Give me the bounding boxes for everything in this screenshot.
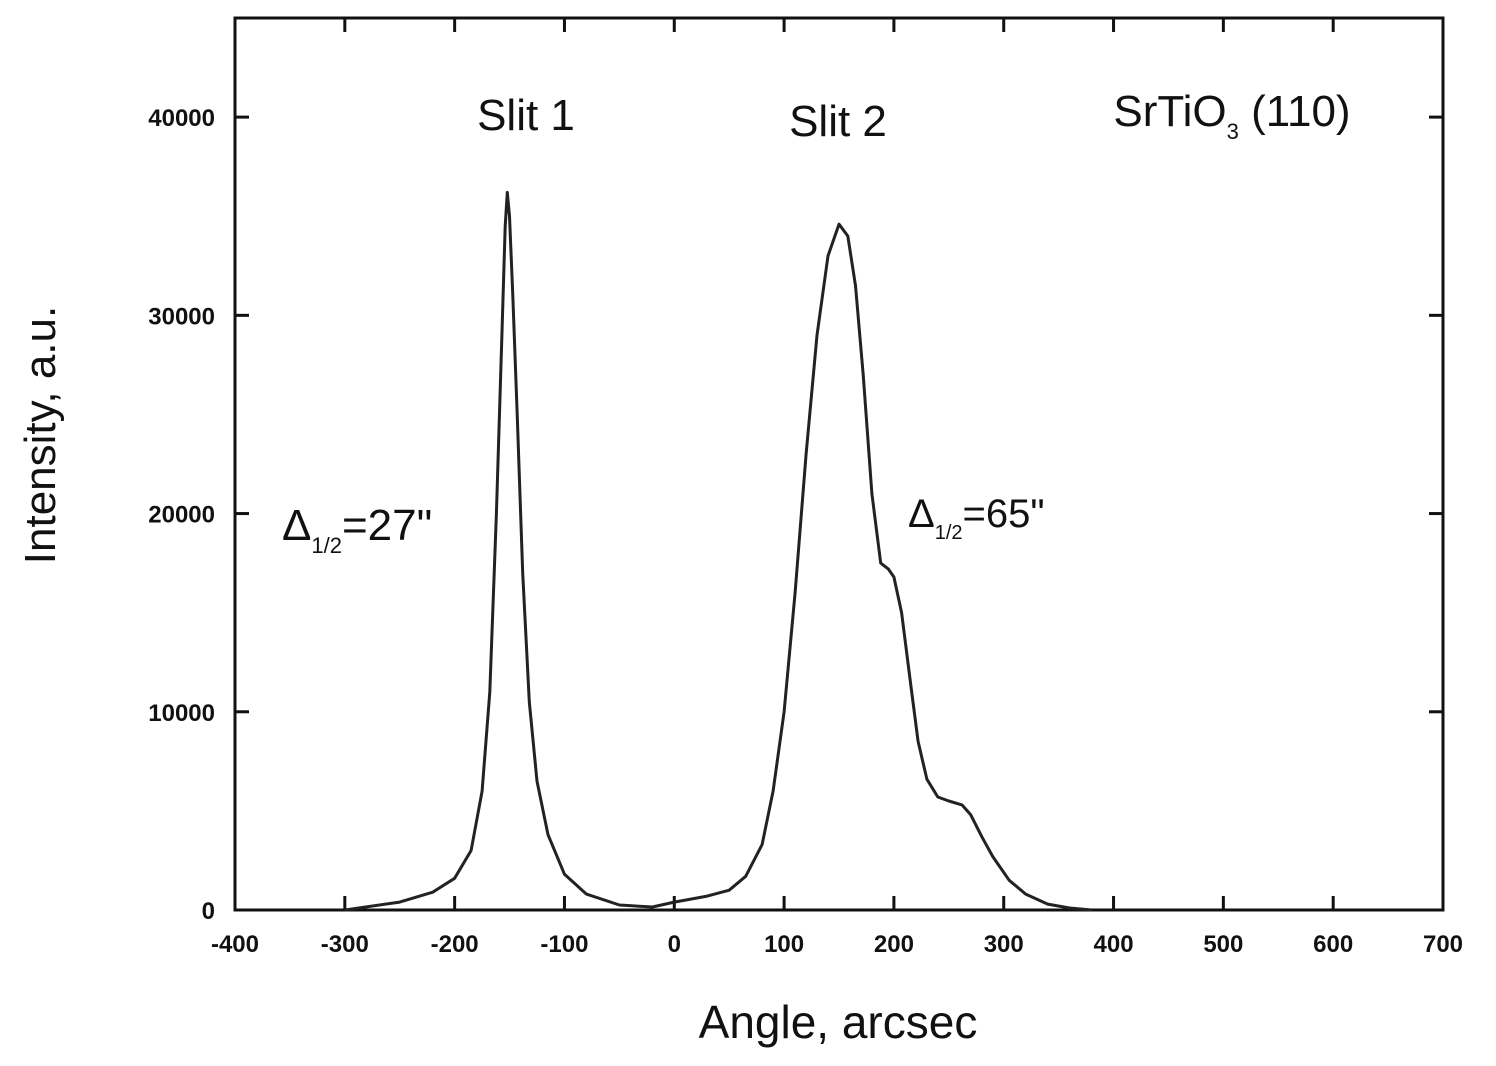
y-tick-label: 0 xyxy=(202,898,215,925)
annotation: Slit 2 xyxy=(789,97,887,146)
x-axis-label: Angle, arcsec xyxy=(699,996,978,1048)
annotation-text: Slit 1 xyxy=(477,91,575,140)
annotation: Δ1/2=27" xyxy=(282,501,432,558)
annotation: SrTiO3 (110) xyxy=(1113,87,1350,144)
annotation-subscript: 3 xyxy=(1227,119,1239,144)
x-tick-label: -200 xyxy=(431,931,479,958)
annotation-text: Δ xyxy=(282,501,311,550)
annotation-subscript: 1/2 xyxy=(311,533,342,558)
data-line xyxy=(344,190,1092,912)
annotation-subscript: 1/2 xyxy=(935,522,963,544)
x-tick-label: 600 xyxy=(1313,931,1353,958)
x-tick-label: -300 xyxy=(321,931,369,958)
x-tick-label: 100 xyxy=(764,931,804,958)
x-tick-label: -400 xyxy=(211,931,259,958)
plot-frame xyxy=(233,16,1445,912)
x-tick-label: 300 xyxy=(984,931,1024,958)
annotation-text: =65" xyxy=(963,492,1045,536)
y-tick-label: 40000 xyxy=(148,105,215,132)
x-tick-label: 500 xyxy=(1203,931,1243,958)
y-axis-label: Intensity, a.u. xyxy=(16,306,65,564)
y-tick-label: 10000 xyxy=(148,700,215,727)
x-tick-label: 400 xyxy=(1094,931,1134,958)
annotation: Slit 1 xyxy=(477,91,575,140)
annotation-text: (110) xyxy=(1239,87,1351,136)
annotation-text: =27" xyxy=(342,501,432,550)
x-tick-label: -100 xyxy=(540,931,588,958)
x-tick-label: 200 xyxy=(874,931,914,958)
y-tick-label: 20000 xyxy=(148,502,215,529)
annotation-text: Δ xyxy=(908,492,935,536)
x-tick-label: 700 xyxy=(1423,931,1463,958)
y-tick-label: 30000 xyxy=(148,303,215,330)
x-tick-label: 0 xyxy=(668,931,681,958)
annotation-text: Slit 2 xyxy=(789,97,887,146)
annotation-text: SrTiO xyxy=(1113,87,1226,136)
annotation: Δ1/2=65" xyxy=(908,492,1045,544)
